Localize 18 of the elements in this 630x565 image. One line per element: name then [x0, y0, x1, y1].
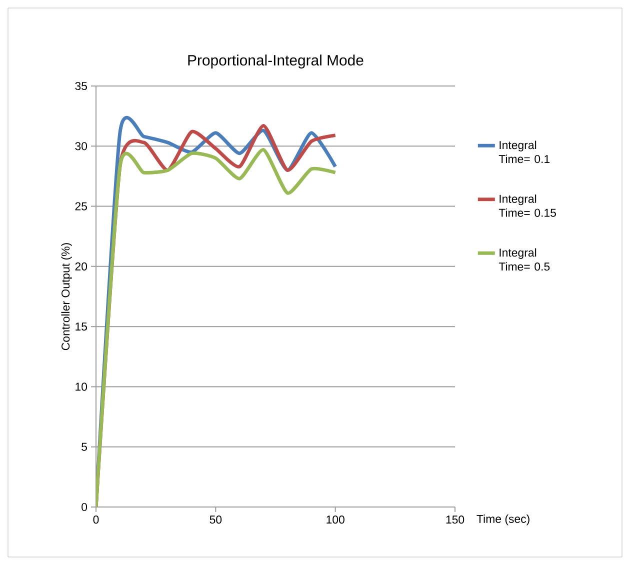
x-tick-label: 100: [326, 516, 344, 524]
y-tick-label: 25: [75, 202, 87, 210]
x-tick-label: 50: [210, 516, 222, 524]
legend-label: Integral Time= 0.15: [498, 194, 556, 217]
y-tick-label: 0: [82, 502, 88, 512]
legend-label: Integral Time= 0.1: [498, 140, 550, 164]
y-tick-label: 15: [76, 322, 87, 331]
chart-title: Proportional-Integral Mode: [188, 54, 364, 68]
y-tick-label: 10: [76, 382, 88, 391]
y-tick-label: 30: [75, 142, 88, 150]
y-tick-label: 5: [82, 442, 87, 451]
y-tick-label: 20: [75, 262, 88, 270]
x-tick-label: 150: [446, 516, 464, 524]
y-axis-title: Controller Output (%): [61, 243, 72, 350]
y-tick-label: 35: [75, 82, 87, 90]
legend-label: Integral Time= 0.5: [498, 248, 550, 271]
x-axis-title: Time (sec): [476, 514, 530, 526]
x-tick-label: 0: [93, 516, 99, 524]
